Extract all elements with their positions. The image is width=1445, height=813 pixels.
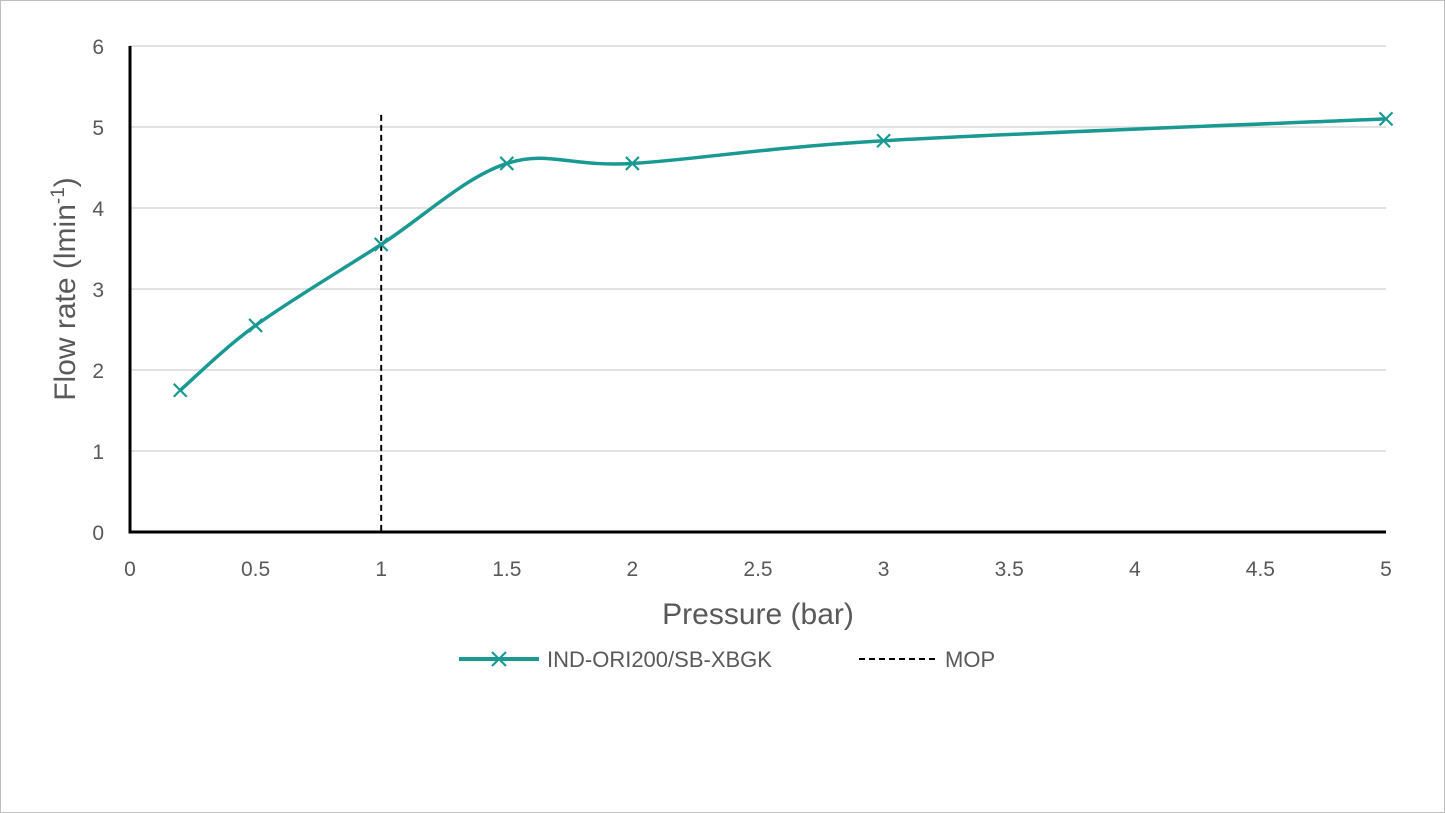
x-tick-label-2: 1 [375, 558, 387, 581]
x-tick-label-4: 2 [627, 558, 639, 581]
y-tick-label-4: 4 [92, 198, 104, 221]
y-tick-label-2: 2 [92, 360, 104, 383]
data-point-6 [1378, 111, 1394, 127]
y-axis-title-prefix: Flow rate (lmin [49, 204, 82, 401]
x-tick-label-8: 4 [1129, 558, 1141, 581]
y-tick-label-5: 5 [92, 117, 104, 140]
data-point-5 [876, 133, 891, 149]
legend-entry-series: IND-ORI200/SB-XBGK [459, 647, 772, 672]
legend-label-series: IND-ORI200/SB-XBGK [547, 647, 772, 672]
x-tick-label-10: 5 [1380, 558, 1392, 581]
data-point-2 [373, 237, 389, 252]
axis-layer [128, 46, 1386, 534]
y-tick-label-1: 1 [92, 441, 104, 464]
y-axis-title: Flow rate (lmin-1) [48, 177, 82, 401]
x-tick-label-5: 2.5 [743, 558, 772, 581]
legend: IND-ORI200/SB-XBGK MOP [459, 647, 995, 672]
data-point-0 [172, 382, 188, 398]
grid-layer [130, 45, 1386, 452]
data-point-3 [499, 156, 515, 171]
y-axis-title-suffix: ) [49, 177, 82, 187]
data-point-4 [625, 156, 640, 171]
y-axis-title-sup: -1 [48, 187, 69, 204]
tick-layer: 0 1 2 3 4 5 6 0 0.5 1 1.5 2 2.5 3 3.5 4 4.5 5 [92, 36, 1392, 581]
x-tick-label-6: 3 [878, 558, 890, 581]
x-tick-label-7: 3.5 [995, 558, 1024, 581]
legend-label-mop: MOP [945, 647, 995, 672]
x-tick-label-9: 4.5 [1246, 558, 1275, 581]
x-axis-title: Pressure (bar) [662, 598, 854, 631]
y-tick-label-0: 0 [92, 522, 104, 545]
y-tick-label-6: 6 [92, 36, 104, 59]
series-line [179, 117, 1387, 392]
y-tick-label-3: 3 [92, 279, 104, 302]
x-tick-label-3: 1.5 [492, 558, 521, 581]
legend-marker-series [491, 651, 507, 667]
series-layer [172, 111, 1394, 532]
data-point-1 [248, 318, 263, 333]
legend-entry-mop: MOP [859, 647, 995, 672]
x-tick-label-1: 0.5 [241, 558, 270, 581]
x-tick-label-0: 0 [124, 558, 136, 581]
